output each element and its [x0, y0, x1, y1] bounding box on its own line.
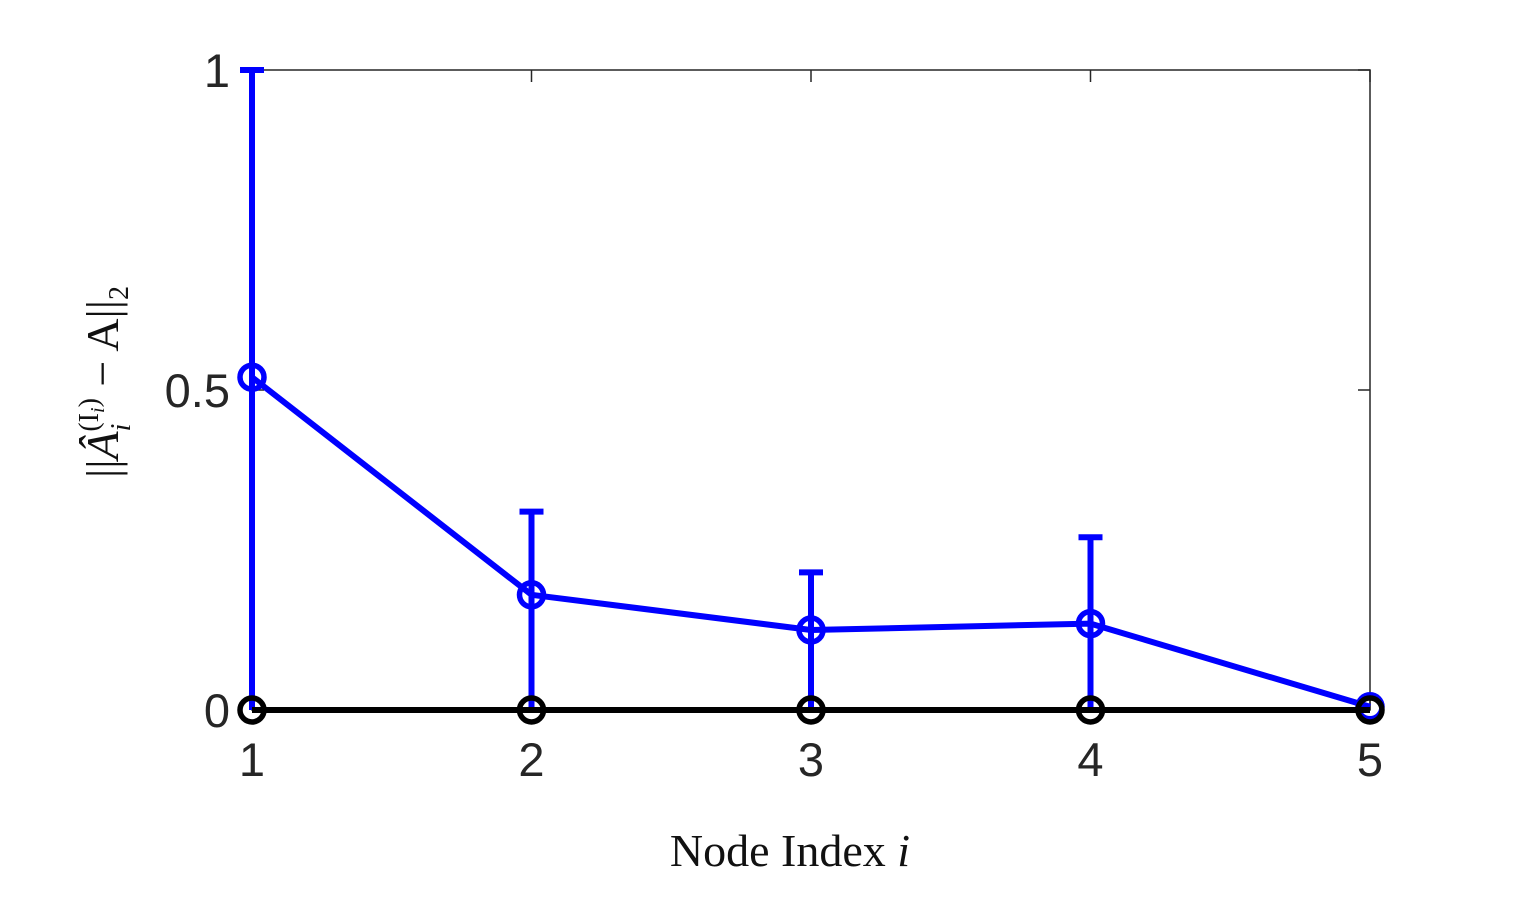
series-line [250, 374, 1371, 710]
y-tick-label: 0.5 [165, 364, 230, 417]
x-tick-label: 1 [239, 733, 265, 786]
x-axis-label: Node Index i [670, 825, 910, 876]
y-axis-label-sup: (I [74, 413, 105, 432]
series-layer [237, 67, 1385, 725]
y-axis-label-sup-sub: i [87, 407, 109, 413]
x-tick-label: 3 [798, 733, 824, 786]
x-axis-label-var: i [897, 825, 910, 876]
y-axis-label-sub: i [106, 424, 137, 432]
series-1 [237, 695, 1385, 725]
x-axis-label-prefix: Node Index [670, 825, 897, 876]
y-axis-label: ||Âi(Ii) − A||2 [74, 286, 137, 478]
data-point [1075, 608, 1106, 639]
y-tick-label: 0 [204, 684, 230, 737]
data-point [1075, 695, 1106, 725]
x-tick-label: 2 [518, 733, 544, 786]
tick-label-layer: 1 2 3 4 5 0 0.5 1 [165, 44, 1383, 786]
y-tick-label: 1 [204, 44, 230, 97]
data-point [796, 615, 826, 645]
y-axis-label-symbol: Â [77, 431, 128, 463]
data-point [237, 362, 267, 392]
y-axis-label-norm-sub: 2 [104, 286, 135, 300]
x-tick-label: 4 [1077, 733, 1103, 786]
x-tick-label: 5 [1357, 733, 1383, 786]
y-axis-label-open: || [77, 460, 128, 478]
data-point [796, 695, 826, 725]
y-axis-label-sup-close: ) [74, 398, 105, 407]
data-point [1355, 695, 1385, 725]
y-axis-label-rest: − A|| [77, 300, 128, 398]
series-0 [237, 67, 1385, 722]
data-point [516, 580, 547, 610]
data-point [516, 695, 547, 725]
data-point [237, 695, 267, 725]
